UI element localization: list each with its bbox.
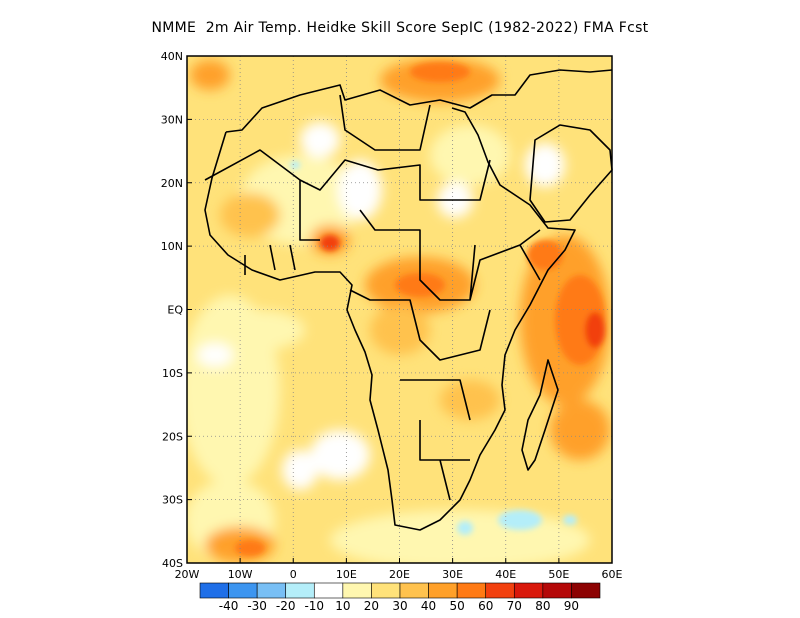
lon-tick-label: 10W <box>228 568 253 581</box>
colorbar-swatch <box>485 582 515 599</box>
colorbar-label: 20 <box>364 599 379 613</box>
lon-tick-label: 50E <box>548 568 569 581</box>
colorbar-swatch <box>285 582 315 599</box>
colorbar-label: 80 <box>535 599 550 613</box>
colorbar-swatch <box>571 582 601 599</box>
lat-tick-label: 10N <box>161 240 183 253</box>
colorbar-swatch <box>399 582 429 599</box>
colorbar-label: 10 <box>335 599 350 613</box>
continent-outline <box>204 69 613 531</box>
colorbar-swatch <box>199 582 229 599</box>
lat-tick-label: 10S <box>162 367 183 380</box>
colorbar-label: 90 <box>564 599 579 613</box>
lat-tick-label: 40S <box>162 557 183 570</box>
lon-tick-label: 20E <box>389 568 410 581</box>
colorbar-swatch <box>456 582 487 599</box>
colorbar-label: -40 <box>219 599 239 613</box>
colorbar-label: 60 <box>478 599 493 613</box>
colorbar-label: -20 <box>276 599 296 613</box>
lon-tick-label: 20W <box>175 568 200 581</box>
lon-tick-label: 10E <box>336 568 357 581</box>
map-gridlines <box>187 56 612 563</box>
lon-tick-label: 60E <box>602 568 623 581</box>
colorbar-label: -30 <box>247 599 267 613</box>
colorbar-label: 50 <box>450 599 465 613</box>
colorbar-swatch <box>513 582 544 599</box>
colorbar-swatch <box>542 582 572 599</box>
lat-tick-label: 40N <box>161 50 183 63</box>
colorbar-label: -10 <box>304 599 324 613</box>
lon-tick-label: 40E <box>495 568 516 581</box>
colorbar-swatch <box>428 582 458 599</box>
colorbar-swatch <box>371 582 401 599</box>
lon-tick-label: 30E <box>442 568 463 581</box>
latitude-axis: 40N 30N 20N 10N EQ 10S 20S 30S 40S <box>161 50 192 570</box>
longitude-axis: 20W 10W 0 10E 20E 30E 40E 50E 60E <box>175 558 623 581</box>
lat-tick-label: 30S <box>162 494 183 507</box>
skill-field <box>187 56 612 563</box>
lat-tick-label: EQ <box>167 304 183 317</box>
colorbar-swatch <box>228 582 258 599</box>
colorbar-label: 30 <box>392 599 407 613</box>
lon-tick-label: 0 <box>290 568 297 581</box>
colorbar-swatch <box>313 582 344 599</box>
lat-tick-label: 20N <box>161 177 183 190</box>
colorbar-swatch <box>256 582 287 599</box>
colorbar-label: 40 <box>421 599 436 613</box>
map-title: NMME 2m Air Temp. Heidke Skill Score Sep… <box>151 20 649 36</box>
colorbar: -40 -30 -20 -10 10 20 30 40 50 60 70 80 90 <box>199 582 601 613</box>
colorbar-label: 70 <box>507 599 522 613</box>
lat-tick-label: 30N <box>161 113 183 126</box>
lat-tick-label: 20S <box>162 430 183 443</box>
colorbar-swatch <box>342 582 372 599</box>
